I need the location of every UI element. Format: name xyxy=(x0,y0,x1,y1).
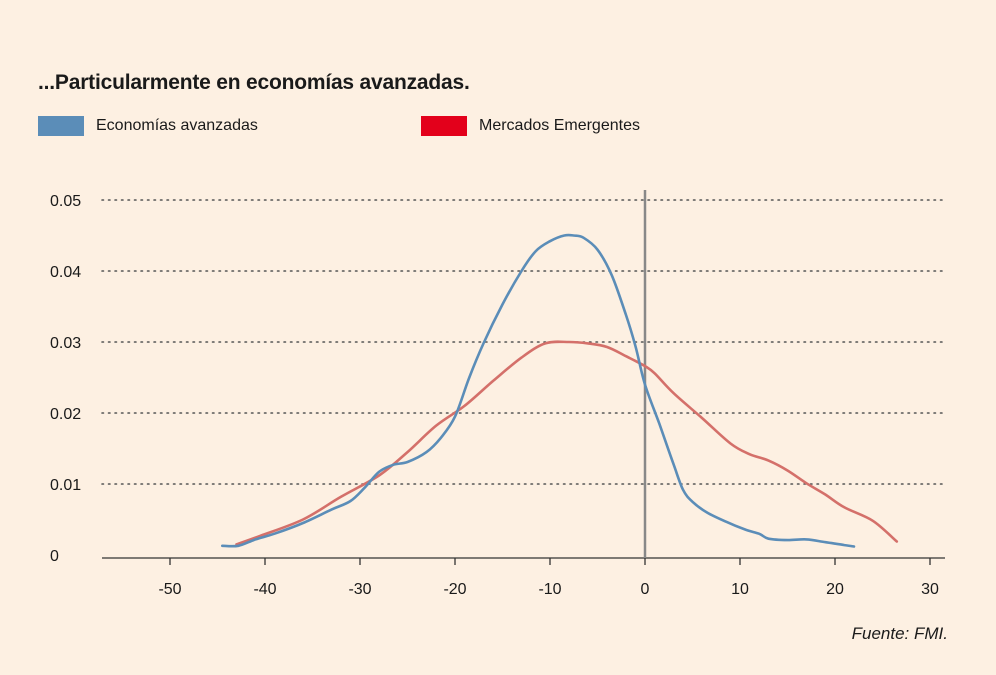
x-tick-label: 10 xyxy=(731,581,749,598)
legend-label-advanced: Economías avanzadas xyxy=(96,117,258,134)
x-tick-label: 0 xyxy=(641,581,650,598)
legend-item-emerging: Mercados Emergentes xyxy=(421,116,640,136)
x-tick-label: -20 xyxy=(443,581,466,598)
y-tick-label: 0 xyxy=(50,548,59,565)
x-tick-label: -10 xyxy=(538,581,561,598)
y-tick-label: 0.03 xyxy=(50,335,81,352)
legend-label-emerging: Mercados Emergentes xyxy=(479,117,640,134)
x-tick-label: -50 xyxy=(158,581,181,598)
legend-swatch-emerging xyxy=(421,116,467,136)
axis-layer: 0 0.01 0.02 0.03 0.04 0.05 -50 -40 -30 -20 -10 0 10 2… xyxy=(50,190,945,598)
series-line-advanced xyxy=(221,233,856,548)
y-tick-label: 0.02 xyxy=(50,406,81,423)
y-tick-label: 0.01 xyxy=(50,477,81,494)
y-tick-label: 0.05 xyxy=(50,193,81,210)
chart-title: ...Particularmente en economías avanzada… xyxy=(38,71,470,94)
x-tick-label: -40 xyxy=(253,581,276,598)
x-tick-label: 20 xyxy=(826,581,844,598)
source-note: Fuente: FMI. xyxy=(851,624,948,643)
legend-item-advanced: Economías avanzadas xyxy=(38,116,258,136)
legend-swatch-advanced xyxy=(38,116,84,136)
x-tick-label: 30 xyxy=(921,581,939,598)
y-tick-label: 0.04 xyxy=(50,264,81,281)
series-line-emerging xyxy=(235,340,899,546)
series-layer xyxy=(221,233,899,548)
grid-layer xyxy=(101,199,946,485)
x-tick-label: -30 xyxy=(348,581,371,598)
